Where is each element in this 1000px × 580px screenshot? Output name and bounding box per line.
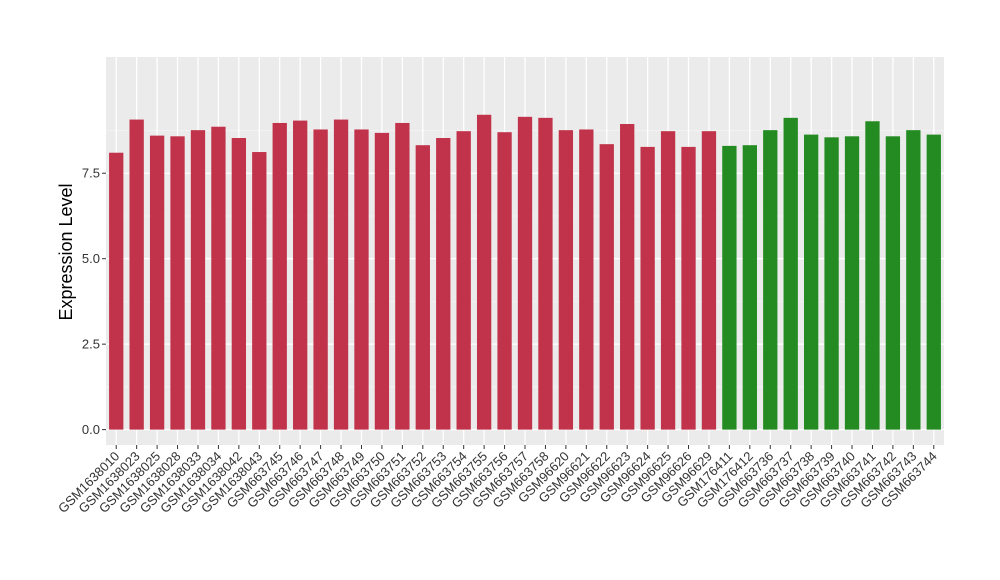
bar bbox=[885, 136, 901, 430]
y-axis-title: Expression Level bbox=[56, 183, 76, 320]
bar bbox=[252, 152, 267, 430]
bar bbox=[783, 117, 798, 430]
bar bbox=[517, 116, 533, 430]
bar bbox=[333, 119, 349, 430]
bars bbox=[109, 114, 941, 430]
bar bbox=[844, 136, 860, 430]
bar bbox=[865, 121, 880, 430]
y-tick-label: 2.5 bbox=[82, 337, 100, 352]
bar bbox=[272, 122, 287, 430]
y-axis: 0.0 2.5 5.0 7.5 bbox=[82, 166, 106, 437]
bar bbox=[497, 132, 512, 430]
bar bbox=[293, 120, 308, 430]
bar bbox=[476, 114, 492, 430]
bar bbox=[436, 138, 451, 430]
bar bbox=[149, 135, 165, 430]
bar bbox=[313, 129, 328, 430]
bar bbox=[211, 126, 226, 430]
bar bbox=[701, 131, 717, 430]
bar bbox=[906, 130, 921, 430]
bar bbox=[231, 138, 247, 430]
y-tick-label: 0.0 bbox=[82, 422, 100, 437]
bar bbox=[640, 146, 655, 430]
bar bbox=[824, 137, 839, 430]
bar bbox=[722, 145, 737, 430]
bar bbox=[926, 134, 941, 430]
x-axis: GSM1638010GSM1638023GSM1638025GSM1638028… bbox=[55, 445, 940, 516]
bar bbox=[620, 124, 635, 430]
bar bbox=[558, 130, 574, 430]
bar bbox=[415, 145, 430, 430]
bar bbox=[803, 134, 819, 430]
bar bbox=[742, 145, 757, 430]
bar bbox=[190, 130, 206, 430]
bar bbox=[660, 131, 676, 430]
bar bbox=[579, 129, 594, 430]
bar bbox=[129, 119, 144, 430]
y-tick-label: 5.0 bbox=[82, 251, 100, 266]
bar bbox=[599, 144, 614, 430]
bar bbox=[109, 152, 124, 430]
bar bbox=[395, 122, 410, 430]
bar bbox=[456, 131, 471, 430]
bar bbox=[170, 136, 185, 430]
bar bbox=[681, 146, 696, 430]
bar bbox=[763, 130, 778, 430]
bar bbox=[538, 117, 553, 430]
y-tick-label: 7.5 bbox=[82, 166, 100, 181]
bar bbox=[374, 132, 390, 430]
bar bbox=[354, 129, 369, 430]
